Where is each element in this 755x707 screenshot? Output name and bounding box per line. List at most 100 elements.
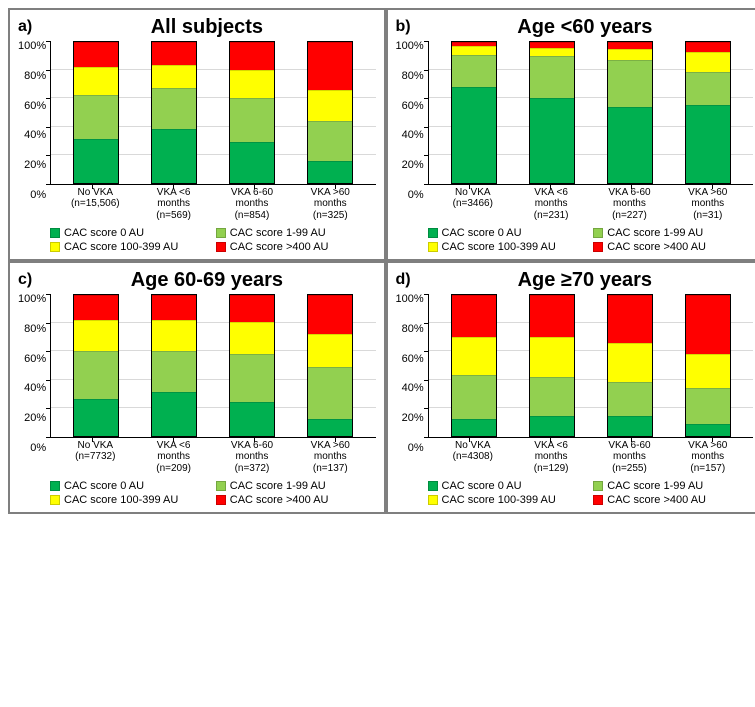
y-tick-label: 100% <box>18 41 46 52</box>
legend-swatch <box>50 242 60 252</box>
bar-segment <box>452 295 496 337</box>
x-label: VKA 6-60months(n=372) <box>222 440 282 475</box>
x-axis-labels: No VKA(n=15,506)VKA <6months(n=569)VKA 6… <box>50 185 375 222</box>
x-label: VKA >60months(n=137) <box>300 440 360 475</box>
stacked-bar <box>229 41 275 184</box>
bar-segment <box>530 337 574 376</box>
bar-segment <box>530 56 574 98</box>
x-label: No VKA(n=3466) <box>443 187 503 222</box>
y-tick-label: 80% <box>402 71 424 82</box>
x-axis-labels: No VKA(n=7732)VKA <6months(n=209)VKA 6-6… <box>50 438 375 475</box>
legend-label: CAC score 0 AU <box>442 227 522 239</box>
bar-segment <box>230 322 274 354</box>
x-tickmark <box>550 184 551 189</box>
bar-segment <box>608 416 652 436</box>
bar-segment <box>686 52 730 72</box>
bar-segment <box>530 416 574 436</box>
panel-title: Age <60 years <box>417 16 753 39</box>
legend-label: CAC score 1-99 AU <box>607 227 703 239</box>
legend-label: CAC score 100-399 AU <box>442 494 556 506</box>
bar-segment <box>608 42 652 49</box>
stacked-bar <box>73 41 119 184</box>
legend-label: CAC score >400 AU <box>230 241 329 253</box>
bar-segment <box>308 161 352 182</box>
bar-segment <box>308 419 352 436</box>
y-tick-label: 60% <box>402 354 424 365</box>
bar-segment <box>686 42 730 52</box>
stacked-bar <box>607 41 653 184</box>
bar-segment <box>308 90 352 121</box>
chart-area: 100%80%60%40%20%0%No VKA(n=7732)VKA <6mo… <box>18 294 376 474</box>
bars-container <box>51 41 375 184</box>
y-tick-label: 40% <box>402 130 424 141</box>
legend-swatch <box>216 481 226 491</box>
stacked-bar <box>529 294 575 437</box>
bar-segment <box>686 105 730 182</box>
y-tick-label: 100% <box>396 294 424 305</box>
x-tickmark <box>335 437 336 442</box>
legend-swatch <box>428 495 438 505</box>
legend-item: CAC score 1-99 AU <box>216 480 376 492</box>
bar-segment <box>308 334 352 366</box>
y-tick-label: 0% <box>408 443 424 454</box>
bar-segment <box>530 295 574 337</box>
bar-segment <box>686 424 730 435</box>
x-label: No VKA(n=7732) <box>65 440 125 475</box>
stacked-bar <box>685 294 731 437</box>
legend-item: CAC score 100-399 AU <box>50 494 210 506</box>
x-tickmark <box>469 437 470 442</box>
bar-segment <box>608 60 652 106</box>
bar-segment <box>152 392 196 436</box>
bar-segment <box>152 129 196 182</box>
bar-segment <box>530 98 574 182</box>
legend-swatch <box>593 228 603 238</box>
panel-letter: c) <box>18 271 32 289</box>
x-tickmark <box>550 437 551 442</box>
bar-segment <box>452 87 496 183</box>
legend-swatch <box>50 495 60 505</box>
bar-segment <box>686 295 730 354</box>
legend-swatch <box>428 242 438 252</box>
stacked-bar <box>529 41 575 184</box>
bars-container <box>429 294 753 437</box>
legend-item: CAC score 0 AU <box>50 227 210 239</box>
y-tick-label: 60% <box>402 101 424 112</box>
x-label: VKA <6months(n=231) <box>521 187 581 222</box>
bar-segment <box>608 107 652 183</box>
bar-segment <box>608 343 652 382</box>
legend-swatch <box>216 495 226 505</box>
y-tick-label: 100% <box>18 294 46 305</box>
y-tick-label: 20% <box>402 160 424 171</box>
y-tick-label: 60% <box>24 354 46 365</box>
legend-item: CAC score >400 AU <box>593 241 753 253</box>
bar-segment <box>530 377 574 416</box>
x-label: VKA 6-60months(n=227) <box>599 187 659 222</box>
y-axis: 100%80%60%40%20%0% <box>18 294 50 454</box>
x-tickmark <box>712 184 713 189</box>
legend-label: CAC score 100-399 AU <box>442 241 556 253</box>
bar-segment <box>74 95 118 139</box>
x-tickmark <box>92 184 93 189</box>
stacked-bar <box>73 294 119 437</box>
chart-area: 100%80%60%40%20%0%No VKA(n=4308)VKA <6mo… <box>396 294 754 474</box>
bar-segment <box>530 48 574 56</box>
legend: CAC score 0 AUCAC score 1-99 AUCAC score… <box>428 480 754 506</box>
x-axis-labels: No VKA(n=3466) VKA <6months(n=231) VKA 6-6… <box>428 185 753 222</box>
x-axis-labels: No VKA(n=4308)VKA <6months(n=129)VKA 6-6… <box>428 438 753 475</box>
y-tick-label: 20% <box>24 413 46 424</box>
y-tick-label: 40% <box>24 383 46 394</box>
plot <box>50 41 375 185</box>
y-axis: 100%80%60%40%20%0% <box>396 294 428 454</box>
y-tick-label: 0% <box>30 443 46 454</box>
y-tick-label: 40% <box>24 130 46 141</box>
x-tickmark <box>173 437 174 442</box>
y-tick-label: 100% <box>396 41 424 52</box>
y-tickmark <box>424 437 429 438</box>
y-tick-label: 0% <box>408 190 424 201</box>
stacked-bar <box>229 294 275 437</box>
chart-area: 100% 80% 60% 40% 20% 0% No VKA(n=3466) VKA <6mo… <box>396 41 754 221</box>
legend-swatch <box>593 242 603 252</box>
bar-segment <box>452 419 496 436</box>
x-label: VKA >60months(n=325) <box>300 187 360 222</box>
legend-label: CAC score >400 AU <box>607 494 706 506</box>
